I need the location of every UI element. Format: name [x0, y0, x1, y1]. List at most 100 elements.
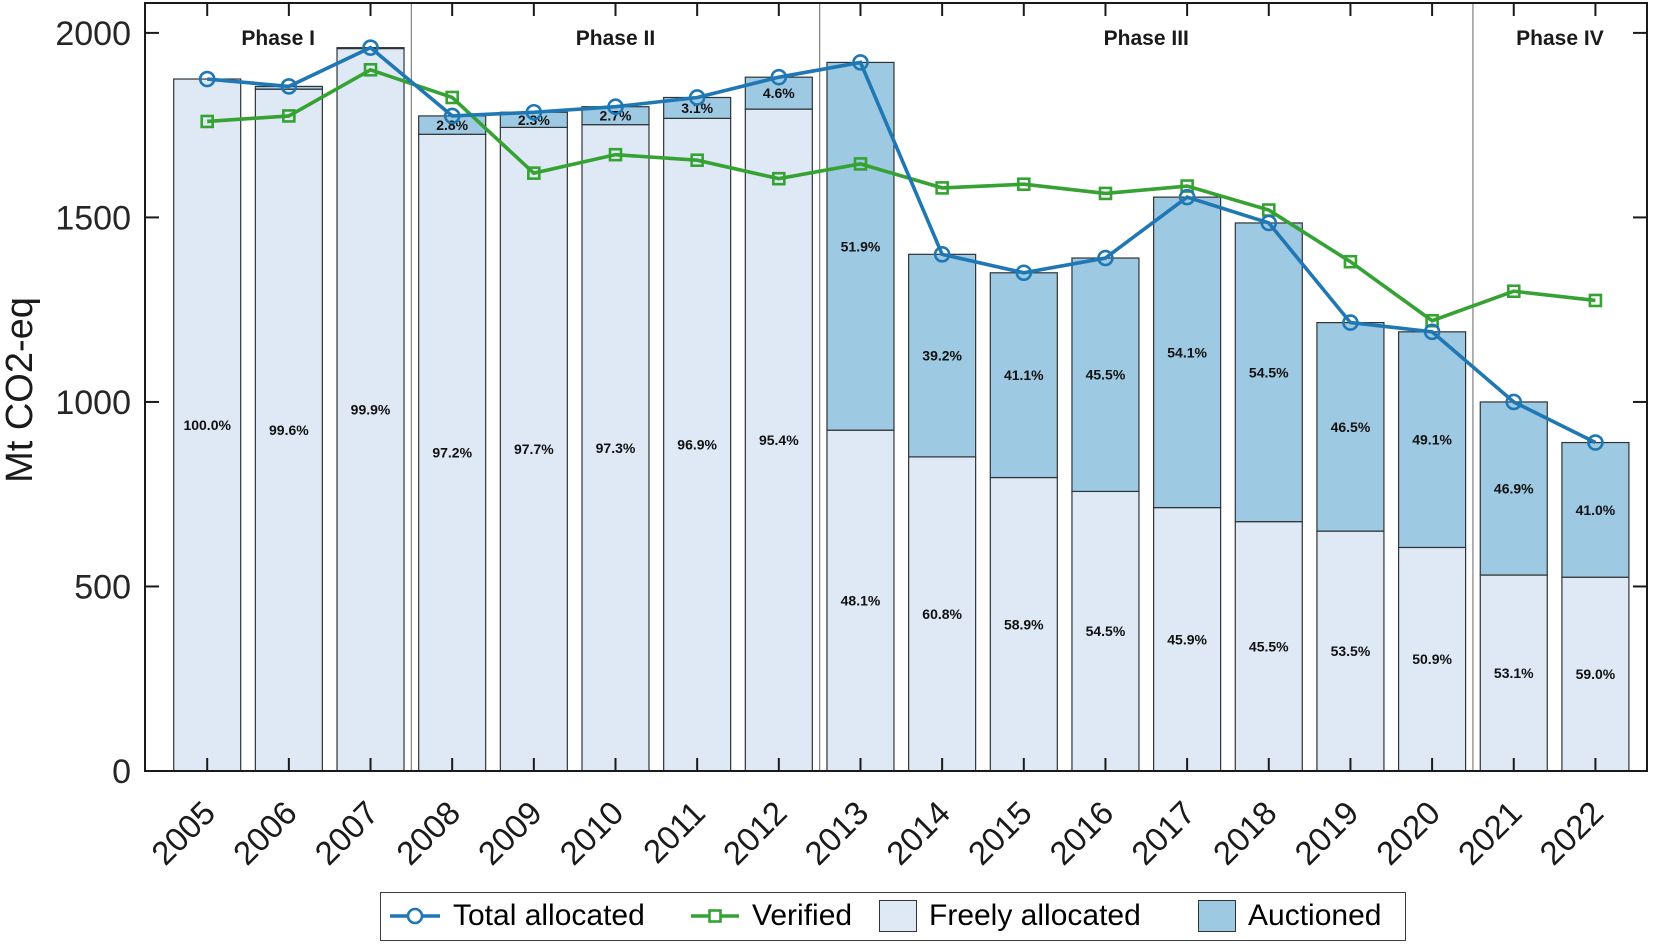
y-tick-label: 2000: [55, 15, 131, 53]
legend-item-total-allocated: Total allocated: [389, 893, 645, 939]
legend-label-verified: Verified: [752, 899, 853, 932]
phase-label: Phase I: [241, 27, 315, 50]
x-tick-label: 2016: [1042, 794, 1120, 872]
bar-freely-2021: [1479, 574, 1548, 772]
phase-labels: Phase I Phase II Phase III Phase IV: [241, 27, 1603, 50]
auctioned-pct-label: 54.5%: [1249, 364, 1289, 380]
freely-pct-label: 97.3%: [596, 440, 636, 456]
freely-pct-label: 96.9%: [677, 437, 717, 453]
bar-freely-2015: [989, 476, 1058, 772]
bar-auctioned-2016: [1071, 257, 1140, 493]
percent-labels: 100.0% 99.6%99.9%97.2%2.8%97.7%2.3%97.3%2…: [183, 85, 1615, 682]
total-allocated-line: [207, 45, 1597, 445]
bar-freely-2008: [418, 133, 487, 772]
bar-freely-2005: [173, 78, 242, 772]
auctioned-pct-label: 3.1%: [681, 100, 713, 116]
auctioned-pct-label: 41.0%: [1576, 502, 1616, 518]
y-tick-label: 1000: [55, 384, 131, 422]
auctioned-pct-label: 41.1%: [1004, 367, 1044, 383]
auctioned-pct-label: 39.2%: [922, 348, 962, 364]
auctioned-pct-label: 45.5%: [1086, 367, 1126, 383]
freely-pct-label: 60.8%: [922, 606, 962, 622]
bar-auctioned-2021: [1479, 401, 1548, 576]
freely-pct-label: 53.5%: [1331, 643, 1371, 659]
legend-label-total-allocated: Total allocated: [453, 899, 645, 932]
legend-item-verified: Verified: [690, 893, 852, 939]
freely-pct-label: 99.9%: [351, 402, 391, 418]
freely-pct-label: 100.0%: [183, 417, 231, 433]
freely-pct-label: 45.9%: [1167, 631, 1207, 647]
auctioned-pct-label: 4.6%: [763, 85, 795, 101]
freely-pct-label: 59.0%: [1576, 666, 1616, 682]
bar-auctioned-2014: [908, 253, 977, 458]
bar-freely-2022: [1561, 576, 1630, 772]
auctioned-pct-label: 46.5%: [1331, 419, 1371, 435]
verified-markers: [200, 62, 1603, 328]
auctioned-pct-label: 2.7%: [600, 108, 632, 124]
x-tick-label: 2015: [961, 794, 1039, 872]
auctioned-pct-label: 49.1%: [1412, 432, 1452, 448]
bar-auctioned-2013: [826, 61, 895, 431]
phase-label: Phase III: [1104, 27, 1189, 50]
y-axis: 0 500 1000 1500 2000: [55, 15, 1647, 791]
legend-label-freely-allocated: Freely allocated: [929, 899, 1141, 932]
legend-item-freely-allocated: Freely allocated: [879, 893, 1141, 939]
bar-auctioned-2019: [1316, 322, 1385, 532]
freely-pct-label: 95.4%: [759, 432, 799, 448]
bar-freely-2011: [663, 117, 732, 772]
bar-freely-2013: [826, 429, 895, 772]
x-tick-label: 2012: [716, 794, 794, 872]
bar-auctioned-2020: [1397, 331, 1467, 549]
phase-label: Phase II: [576, 27, 655, 50]
freely-pct-label: 97.7%: [514, 441, 554, 457]
x-tick-label: 2018: [1206, 794, 1284, 872]
axes-box: [144, 2, 1648, 772]
freely-pct-label: 54.5%: [1086, 623, 1126, 639]
auctioned-pct-label: 2.8%: [436, 117, 468, 133]
bar-freely-2017: [1153, 506, 1222, 772]
x-tick-label: 2022: [1532, 794, 1610, 872]
auctioned-swatch: [1198, 900, 1236, 932]
y-tick-label: 0: [112, 753, 131, 791]
x-tick-label: 2010: [552, 794, 630, 872]
auctioned-pct-label: 46.9%: [1494, 480, 1534, 496]
x-tick-label: 2006: [226, 794, 304, 872]
x-tick-label: 2007: [307, 794, 385, 872]
bar-auctioned-2018: [1234, 222, 1303, 523]
freely-pct-label: 99.6%: [269, 422, 309, 438]
auctioned-pct-label: 51.9%: [841, 238, 881, 254]
x-tick-label: 2020: [1369, 794, 1447, 872]
legend: Total allocated Verified Freely allocate…: [380, 892, 1406, 941]
phase-label: Phase IV: [1516, 27, 1604, 50]
bar-freely-2020: [1397, 546, 1467, 772]
x-tick-label: 2008: [389, 794, 467, 872]
freely-allocated-swatch: [879, 900, 917, 932]
freely-pct-label: 58.9%: [1004, 616, 1044, 632]
x-tick-label: 2021: [1451, 794, 1529, 872]
x-tick-label: 2009: [471, 794, 549, 872]
y-tick-label: 500: [74, 568, 131, 606]
auctioned-pct-label: 54.1%: [1167, 344, 1207, 360]
x-tick-label: 2017: [1124, 794, 1202, 872]
bar-auctioned-2015: [989, 272, 1058, 479]
freely-pct-label: 97.2%: [432, 445, 472, 461]
bar-freely-2019: [1316, 530, 1385, 772]
x-tick-label: 2019: [1287, 794, 1365, 872]
verified-line-sample: [691, 909, 739, 923]
y-tick-label: 1500: [55, 199, 131, 237]
legend-label-auctioned: Auctioned: [1248, 899, 1382, 932]
total-allocated-markers: [198, 39, 1604, 451]
legend-item-auctioned: Auctioned: [1198, 893, 1381, 939]
y-axis-title: Mt CO2-eq: [0, 297, 41, 483]
freely-pct-label: 53.1%: [1494, 665, 1534, 681]
x-tick-label: 2005: [144, 794, 222, 872]
verified-line: [207, 67, 1596, 323]
bar-auctioned-2017: [1153, 196, 1222, 509]
freely-pct-label: 48.1%: [841, 593, 881, 609]
phase-dividers: [410, 3, 1474, 771]
x-tick-label: 2011: [636, 794, 712, 870]
x-tick-label: 2014: [879, 794, 957, 872]
bar-freely-2012: [744, 108, 813, 772]
